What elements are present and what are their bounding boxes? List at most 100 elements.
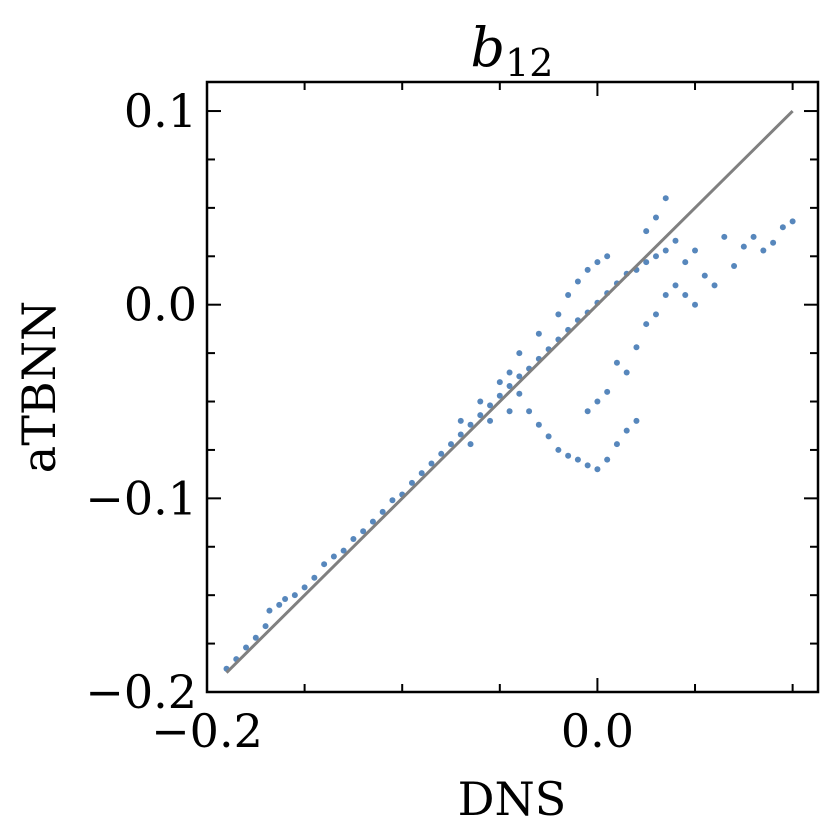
chart-title-main: b bbox=[471, 16, 506, 79]
points-layer bbox=[223, 195, 796, 672]
x-tick-label: −0.2 bbox=[151, 704, 263, 758]
data-point bbox=[321, 561, 328, 568]
data-point bbox=[506, 408, 513, 415]
data-point bbox=[633, 417, 640, 424]
y-tick-label: 0.1 bbox=[124, 84, 197, 138]
data-point bbox=[643, 228, 650, 235]
data-point bbox=[506, 383, 513, 390]
data-point bbox=[594, 259, 601, 266]
data-point bbox=[721, 233, 728, 240]
data-point bbox=[594, 398, 601, 405]
data-point bbox=[340, 547, 347, 554]
data-point bbox=[330, 553, 337, 560]
data-point bbox=[662, 292, 669, 299]
data-point bbox=[584, 408, 591, 415]
data-point bbox=[740, 243, 747, 250]
data-point bbox=[682, 259, 689, 266]
data-point bbox=[252, 634, 259, 641]
data-point bbox=[276, 601, 283, 608]
data-point bbox=[311, 574, 318, 581]
ticks-layer bbox=[206, 82, 818, 693]
data-point bbox=[555, 446, 562, 453]
data-point bbox=[266, 607, 273, 614]
data-point bbox=[662, 247, 669, 254]
data-point bbox=[711, 282, 718, 289]
data-point bbox=[731, 262, 738, 269]
y-tick-label: −0.1 bbox=[85, 471, 197, 525]
data-point bbox=[584, 266, 591, 273]
data-point bbox=[633, 344, 640, 351]
data-point bbox=[262, 623, 269, 630]
reference-line-layer bbox=[225, 109, 794, 674]
data-point bbox=[789, 218, 796, 225]
data-point bbox=[506, 369, 513, 376]
data-point bbox=[584, 462, 591, 469]
data-point bbox=[692, 301, 699, 308]
chart-title: b12 bbox=[471, 16, 554, 85]
data-point bbox=[613, 359, 620, 366]
data-point bbox=[555, 311, 562, 318]
data-point bbox=[623, 427, 630, 434]
data-point bbox=[662, 195, 669, 202]
data-point bbox=[701, 272, 708, 279]
data-point bbox=[604, 253, 611, 260]
data-point bbox=[282, 596, 289, 603]
data-point bbox=[516, 350, 523, 357]
data-point bbox=[467, 441, 474, 448]
data-point bbox=[623, 369, 630, 376]
data-point bbox=[379, 508, 386, 515]
x-axis-label: DNS bbox=[458, 772, 567, 826]
data-point bbox=[243, 644, 250, 651]
data-point bbox=[526, 408, 533, 415]
data-point bbox=[428, 460, 435, 467]
data-point bbox=[457, 417, 464, 424]
data-point bbox=[652, 214, 659, 221]
data-point bbox=[389, 497, 396, 504]
reference-line bbox=[225, 109, 794, 674]
data-point bbox=[477, 398, 484, 405]
data-point bbox=[604, 456, 611, 463]
data-point bbox=[448, 441, 455, 448]
chart-title-subscript: 12 bbox=[505, 41, 553, 85]
data-point bbox=[643, 321, 650, 328]
data-point bbox=[574, 456, 581, 463]
data-point bbox=[496, 392, 503, 399]
data-point bbox=[565, 292, 572, 299]
data-point bbox=[652, 253, 659, 260]
y-axis-label: aTBNN bbox=[12, 301, 66, 473]
data-point bbox=[545, 433, 552, 440]
data-point bbox=[565, 452, 572, 459]
data-point bbox=[408, 479, 415, 486]
data-point bbox=[682, 292, 689, 299]
data-point bbox=[779, 224, 786, 231]
data-point bbox=[604, 388, 611, 395]
data-point bbox=[535, 330, 542, 337]
data-point bbox=[516, 373, 523, 380]
data-point bbox=[487, 417, 494, 424]
data-point bbox=[350, 536, 357, 543]
y-tick-label: 0.0 bbox=[124, 278, 197, 332]
data-point bbox=[535, 421, 542, 428]
tick-labels-layer: −0.2 0.0 −0.2 −0.1 0.0 0.1 bbox=[85, 84, 634, 758]
data-point bbox=[643, 259, 650, 266]
data-point bbox=[457, 431, 464, 438]
data-point bbox=[652, 311, 659, 318]
data-point bbox=[750, 233, 757, 240]
data-point bbox=[301, 584, 308, 591]
data-point bbox=[692, 247, 699, 254]
data-point bbox=[487, 402, 494, 409]
data-point bbox=[467, 421, 474, 428]
data-point bbox=[369, 518, 376, 525]
plot-frame bbox=[205, 80, 820, 694]
data-point bbox=[418, 470, 425, 477]
data-point bbox=[516, 390, 523, 397]
data-point bbox=[672, 237, 679, 244]
data-point bbox=[291, 592, 298, 599]
data-point bbox=[613, 441, 620, 448]
data-point bbox=[477, 412, 484, 419]
data-point bbox=[438, 450, 445, 457]
data-point bbox=[672, 282, 679, 289]
y-tick-label: −0.2 bbox=[85, 665, 197, 719]
data-point bbox=[496, 379, 503, 386]
